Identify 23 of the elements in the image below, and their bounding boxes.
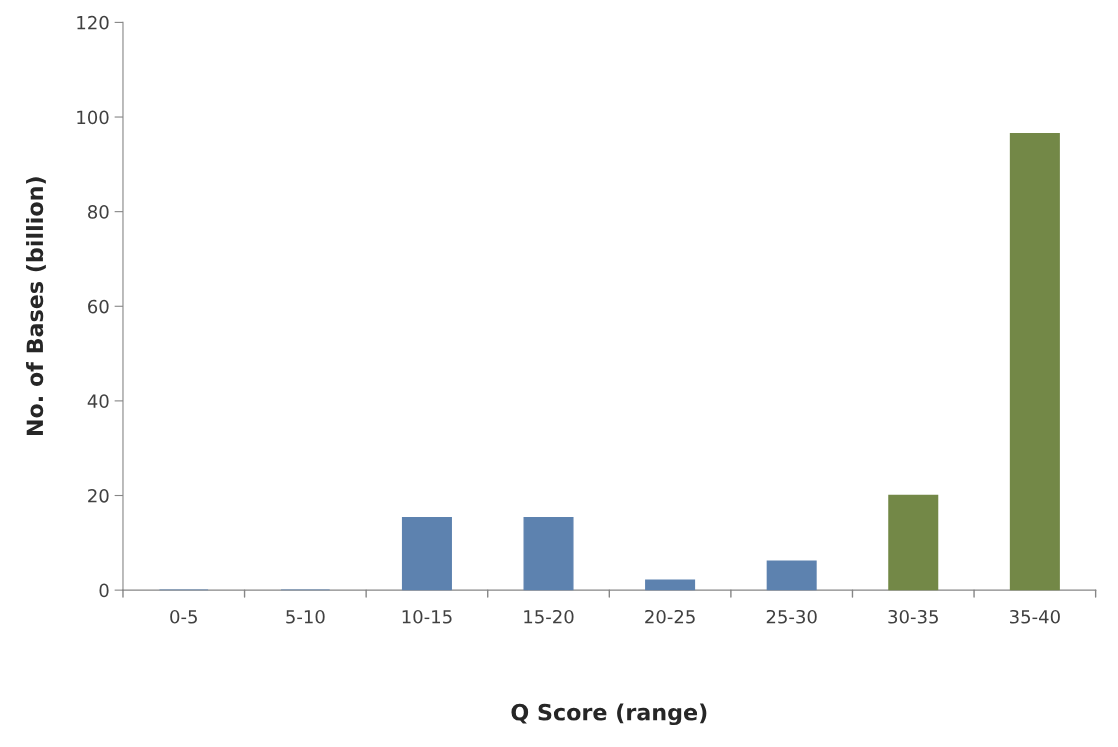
y-tick-label: 0 [99, 583, 109, 598]
x-tick-label: 25-30 [766, 609, 817, 624]
y-tick-label: 20 [88, 488, 109, 503]
y-axis-title: No. of Bases (billion) [26, 177, 46, 436]
y-tick-label: 120 [77, 15, 109, 30]
bar [645, 579, 696, 591]
bar [888, 494, 939, 591]
x-tick-label: 30-35 [888, 609, 938, 624]
y-tick-label: 60 [88, 299, 109, 314]
bar [523, 517, 574, 591]
x-tick-label: 0-5 [170, 609, 197, 624]
x-tick-label: 35-40 [1009, 609, 1060, 624]
x-tick-label: 20-25 [645, 609, 695, 624]
x-axis-title: Q Score (range) [511, 703, 707, 726]
bar [401, 517, 452, 591]
bar [766, 560, 817, 591]
y-tick-label: 80 [88, 205, 109, 219]
x-tick-label: 5-10 [286, 609, 325, 624]
x-tick-label: 10-15 [402, 609, 452, 624]
y-tick-label: 100 [77, 110, 109, 125]
x-tick-label: 15-20 [524, 609, 574, 624]
bar [1009, 132, 1060, 591]
y-tick-label: 40 [87, 394, 109, 409]
